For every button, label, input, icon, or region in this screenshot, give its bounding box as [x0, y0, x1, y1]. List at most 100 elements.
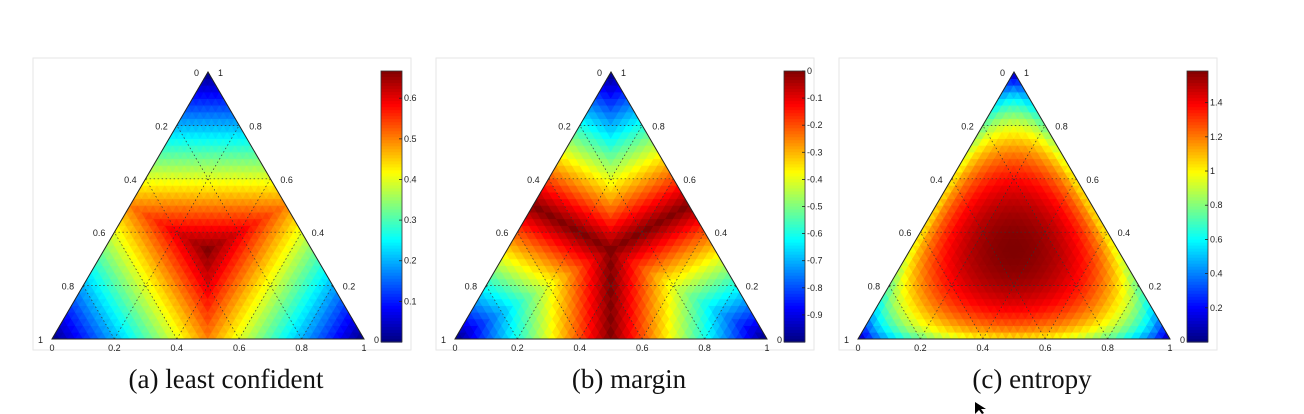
colorbar-segment	[381, 215, 402, 220]
colorbar-segment	[381, 179, 402, 184]
colorbar-segment	[381, 83, 402, 87]
colorbar-segment	[784, 215, 805, 220]
colorbar-segment	[381, 98, 402, 102]
colorbar-segment	[784, 149, 805, 153]
colorbar-segment	[784, 155, 805, 159]
colorbar-tick-label: 0.1	[404, 296, 417, 306]
colorbar-segment	[381, 173, 402, 177]
colorbar-segment	[381, 272, 402, 277]
colorbar-segment	[784, 140, 805, 144]
colorbar-segment	[784, 272, 805, 277]
colorbar-segment	[784, 92, 805, 96]
colorbar-segment	[381, 74, 402, 78]
grid-lines	[82, 125, 334, 340]
colorbar-segment	[784, 71, 805, 75]
colorbar-tick-label: 0.4	[404, 174, 417, 184]
grid-line	[548, 178, 643, 340]
colorbar-segment	[784, 278, 805, 283]
colorbar-segment	[784, 251, 805, 256]
edge-tick-label: 0.6	[636, 343, 649, 353]
edge-tick-label: 1	[38, 335, 43, 345]
colorbar-tick-label: 0.5	[404, 134, 417, 144]
colorbar-segment	[784, 266, 805, 271]
colorbar-tick-label: 0.6	[404, 93, 417, 103]
colorbar-segment	[784, 260, 805, 265]
colorbar-segment	[784, 227, 805, 232]
colorbar-segment	[381, 164, 402, 168]
edge-tick-label: 0	[194, 68, 199, 78]
colorbar-segment	[381, 233, 402, 238]
colorbar-segment	[381, 167, 402, 171]
colorbar-segment	[381, 221, 402, 226]
colorbar-segment	[784, 221, 805, 226]
colorbar-segment	[381, 239, 402, 244]
colorbar-segment	[381, 278, 402, 283]
colorbar-segment	[784, 332, 805, 337]
colorbar-segment	[381, 251, 402, 256]
colorbar-segment	[381, 332, 402, 337]
colorbar-segment	[784, 218, 805, 223]
colorbar-segment	[381, 224, 402, 229]
colorbar-segment	[784, 230, 805, 235]
colorbar-segment	[784, 236, 805, 241]
edge-tick-label: 0.6	[280, 175, 293, 185]
colorbar-segment	[381, 176, 402, 180]
colorbar-segment	[381, 242, 402, 247]
colorbar-segment	[784, 287, 805, 292]
colorbar-segment	[784, 98, 805, 102]
grid-line	[238, 232, 302, 340]
colorbar: 0.60.50.40.30.20.1	[380, 70, 417, 343]
colorbar-segment	[381, 245, 402, 250]
colorbar-segment	[784, 338, 805, 343]
colorbar-segment	[784, 188, 805, 193]
colorbar-segment	[784, 275, 805, 280]
colorbar-segment	[784, 212, 805, 217]
colorbar-segment	[784, 191, 805, 196]
colorbar-tick-label: 0.2	[404, 256, 417, 266]
colorbar-segment	[784, 170, 805, 174]
edge-tick-label: 0.8	[249, 121, 262, 131]
colorbar-segment	[381, 107, 402, 111]
colorbar-segment	[381, 236, 402, 241]
edge-tick-label: 0.8	[295, 343, 308, 353]
colorbar-segment	[784, 206, 805, 211]
edge-tick-label: 0.2	[108, 343, 121, 353]
edge-tick-label: 0.6	[496, 228, 509, 238]
colorbar-segment	[784, 293, 805, 298]
edge-tick-label: 0.2	[511, 343, 524, 353]
colorbar-segment	[381, 299, 402, 304]
colorbar-segment	[784, 74, 805, 78]
colorbar-segment	[381, 320, 402, 325]
colorbar-segment	[381, 218, 402, 223]
edge-tick-label: 0.8	[652, 121, 665, 131]
colorbar-segment	[784, 323, 805, 328]
colorbar-segment	[381, 206, 402, 211]
colorbar-segment	[784, 257, 805, 262]
colorbar-segment	[784, 80, 805, 84]
colorbar-segment	[381, 260, 402, 265]
colorbar: 0-0.1-0.2-0.3-0.4-0.5-0.6-0.7-0.8-0.9	[783, 66, 823, 343]
colorbar-segment	[784, 158, 805, 162]
triangle-outline	[51, 71, 365, 340]
grid-line	[114, 232, 178, 340]
colorbar-segment	[784, 107, 805, 111]
edge-tick-label: 1	[441, 335, 446, 345]
colorbar-segment	[381, 152, 402, 156]
colorbar-segment	[381, 182, 402, 187]
colorbar-segment	[784, 152, 805, 156]
colorbar-segment	[381, 86, 402, 90]
edge-tick-label: 0.6	[683, 175, 696, 185]
colorbar-segment	[784, 182, 805, 187]
colorbar-segment	[381, 290, 402, 295]
colorbar-segment	[381, 284, 402, 289]
colorbar-segment	[784, 173, 805, 177]
colorbar-segment	[784, 113, 805, 117]
colorbar-segment	[784, 305, 805, 310]
colorbar-segment	[784, 197, 805, 202]
colorbar-segment	[381, 323, 402, 328]
colorbar-segment	[381, 188, 402, 193]
colorbar-segment	[784, 233, 805, 238]
colorbar-segment	[381, 191, 402, 196]
edge-tick-label: 1	[764, 343, 769, 353]
